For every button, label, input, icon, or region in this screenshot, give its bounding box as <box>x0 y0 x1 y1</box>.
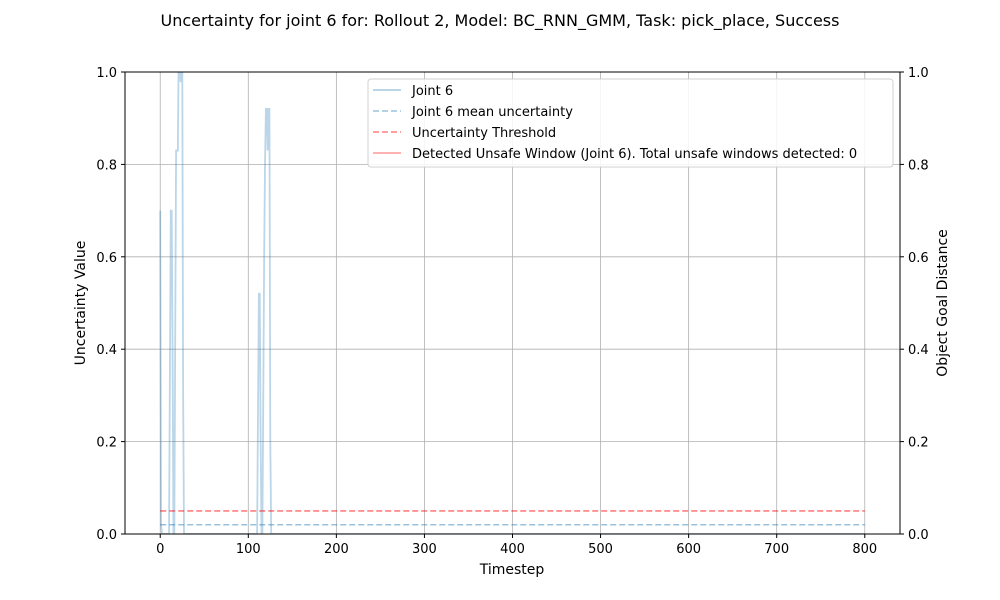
y-tick-label: 0.2 <box>96 436 117 451</box>
y-tick-label: 0.6 <box>96 251 117 266</box>
legend-label-1: Joint 6 <box>411 84 453 99</box>
y-tick-label: 0.8 <box>96 158 117 173</box>
legend-label-2: Joint 6 mean uncertainty <box>411 105 573 120</box>
y-right-tick-label: 0.4 <box>908 343 929 358</box>
x-tick-label: 300 <box>412 542 437 557</box>
legend: Joint 6 Joint 6 mean uncertainty Uncertain… <box>367 78 894 168</box>
series-layer <box>159 72 865 534</box>
y-right-tick-label: 1.0 <box>908 66 929 81</box>
x-tick-label: 200 <box>324 542 349 557</box>
y-axis-right: 0.0 0.2 0.4 0.6 0.8 1.0 <box>900 66 929 543</box>
y-right-tick-label: 0.0 <box>908 528 929 543</box>
x-tick-label: 400 <box>500 542 525 557</box>
y-tick-label: 1.0 <box>96 66 117 81</box>
y-axis-left: 0.0 0.2 0.4 0.6 0.8 1.0 <box>96 66 125 543</box>
y-right-tick-label: 0.8 <box>908 158 929 173</box>
y-tick-label: 0.4 <box>96 343 117 358</box>
y-tick-label: 0.0 <box>96 528 117 543</box>
series-line-1 <box>159 72 865 534</box>
x-tick-label: 500 <box>588 542 613 557</box>
x-tick-label: 800 <box>852 542 877 557</box>
legend-box <box>367 78 894 168</box>
x-axis-label: Timestep <box>479 562 545 578</box>
x-tick-label: 0 <box>156 542 164 557</box>
y-right-tick-label: 0.2 <box>908 436 929 451</box>
y-axis-label: Uncertainty Value <box>73 241 89 366</box>
x-tick-label: 700 <box>764 542 789 557</box>
legend-label-3: Uncertainty Threshold <box>412 126 556 141</box>
chart-title: Uncertainty for joint 6 for: Rollout 2, … <box>161 11 840 31</box>
x-tick-label: 100 <box>236 542 261 557</box>
legend-label-4: Detected Unsafe Window (Joint 6). Total … <box>412 147 857 162</box>
y-right-tick-label: 0.6 <box>908 251 929 266</box>
x-axis: 0 100 200 300 400 500 600 700 800 <box>156 534 877 557</box>
x-tick-label: 600 <box>676 542 701 557</box>
y-axis-right-label: Object Goal Distance <box>935 229 951 377</box>
